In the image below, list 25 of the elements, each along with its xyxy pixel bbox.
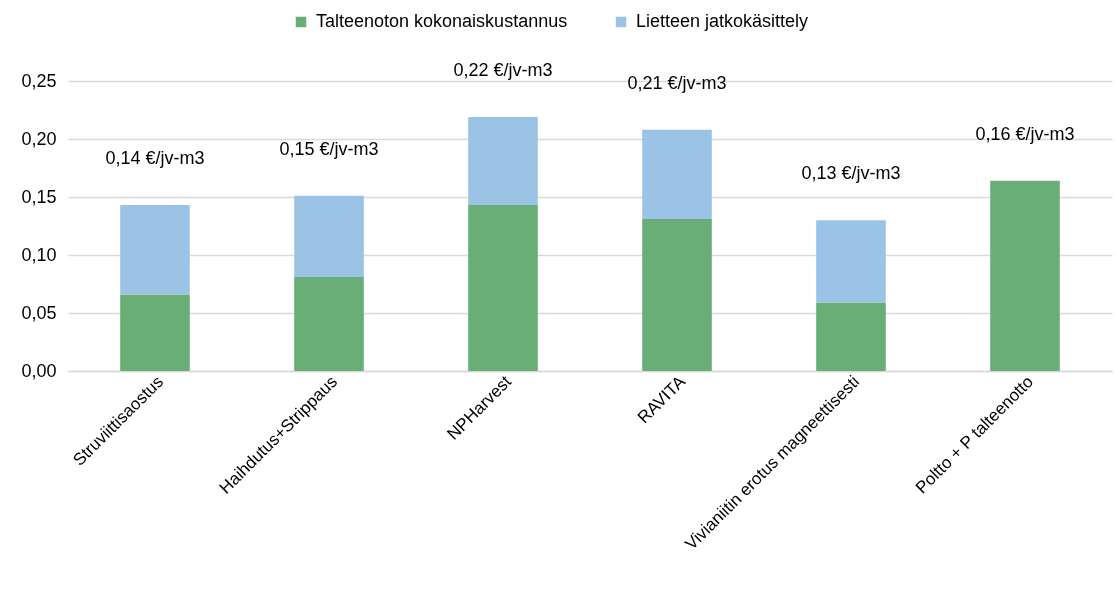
y-tick-label: 0,25 [21,70,57,91]
y-tick-label: 0,15 [21,186,57,207]
bar [468,205,538,371]
total-label: 0,21 €/jv-m3 [627,72,727,93]
total-label: 0,14 €/jv-m3 [105,148,205,169]
bar [642,219,712,371]
y-tick-label: 0,10 [21,244,57,265]
y-tick-label: 0,00 [21,360,57,381]
y-tick-label: 0,20 [21,128,57,149]
bar [294,277,364,371]
bar [294,195,364,278]
legend-label: Lietteen jatkokäsittely [636,11,809,31]
legend-label: Talteenoton kokonaiskustannus [316,11,568,31]
bar [120,294,190,371]
bar [816,302,886,371]
total-label: 0,22 €/jv-m3 [453,59,553,80]
bar [468,116,538,206]
bar [120,205,190,295]
total-label: 0,13 €/jv-m3 [801,163,901,184]
total-label: 0,16 €/jv-m3 [975,123,1075,144]
total-label: 0,15 €/jv-m3 [279,138,379,159]
bar [990,180,1060,371]
y-tick-label: 0,05 [21,302,57,323]
bar [816,220,886,303]
bar [642,129,712,220]
